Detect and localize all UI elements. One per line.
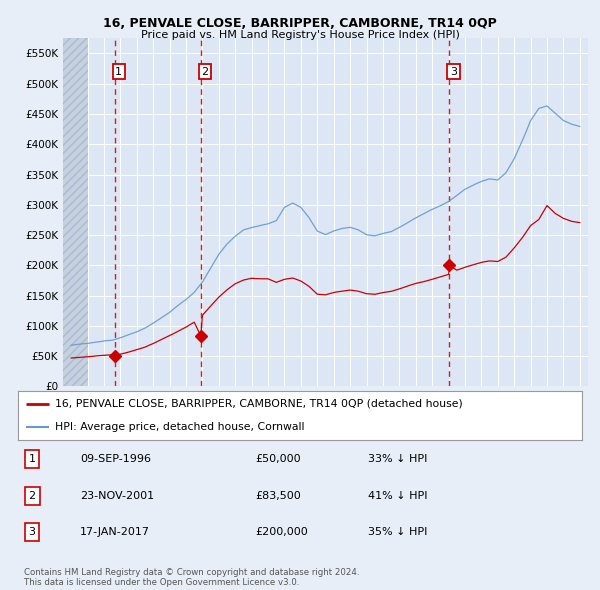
Text: 17-JAN-2017: 17-JAN-2017 [80,527,150,537]
Text: 16, PENVALE CLOSE, BARRIPPER, CAMBORNE, TR14 0QP: 16, PENVALE CLOSE, BARRIPPER, CAMBORNE, … [103,17,497,30]
Text: 3: 3 [29,527,35,537]
Text: 1: 1 [115,67,122,77]
Bar [63,38,88,386]
Text: 3: 3 [450,67,457,77]
Text: 09-SEP-1996: 09-SEP-1996 [80,454,151,464]
Text: 16, PENVALE CLOSE, BARRIPPER, CAMBORNE, TR14 0QP (detached house): 16, PENVALE CLOSE, BARRIPPER, CAMBORNE, … [55,399,463,409]
Text: 2: 2 [29,491,35,501]
Text: HPI: Average price, detached house, Cornwall: HPI: Average price, detached house, Corn… [55,422,304,432]
Text: Price paid vs. HM Land Registry's House Price Index (HPI): Price paid vs. HM Land Registry's House … [140,30,460,40]
Text: 41% ↓ HPI: 41% ↓ HPI [368,491,427,501]
Text: £50,000: £50,000 [255,454,301,464]
Text: 35% ↓ HPI: 35% ↓ HPI [368,527,427,537]
Text: 1: 1 [29,454,35,464]
Text: 2: 2 [202,67,208,77]
Text: 33% ↓ HPI: 33% ↓ HPI [368,454,427,464]
Text: 23-NOV-2001: 23-NOV-2001 [80,491,154,501]
Text: Contains HM Land Registry data © Crown copyright and database right 2024.
This d: Contains HM Land Registry data © Crown c… [24,568,359,587]
Text: £83,500: £83,500 [255,491,301,501]
Text: £200,000: £200,000 [255,527,308,537]
Bar [63,38,88,386]
